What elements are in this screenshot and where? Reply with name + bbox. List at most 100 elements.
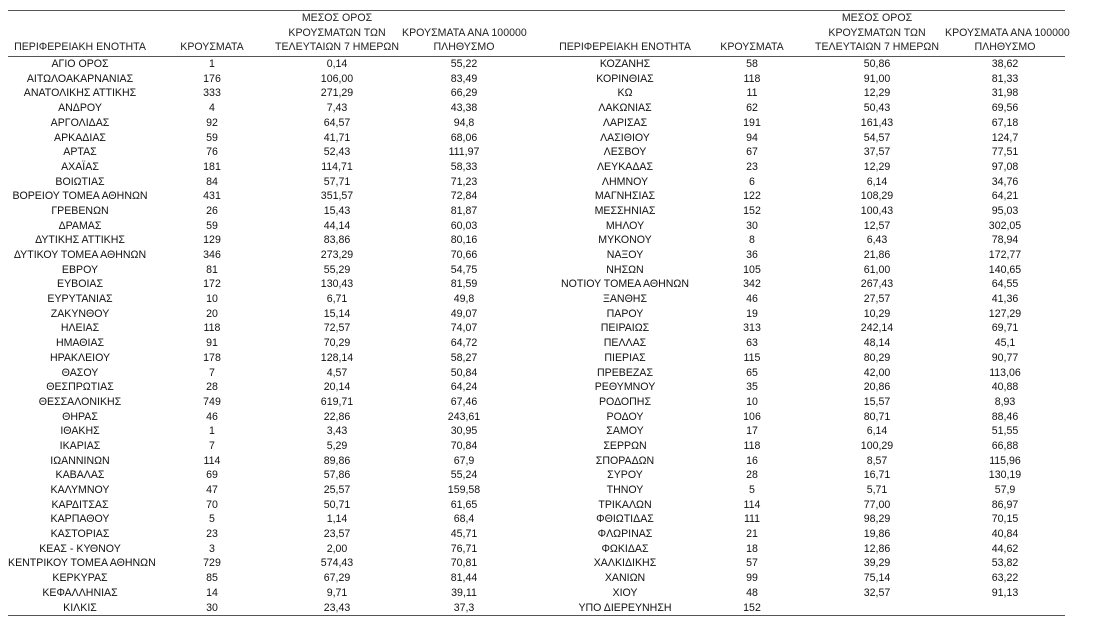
cases-cell: 99 — [746, 572, 758, 585]
region-cell: ΘΑΣΟΥ — [61, 366, 99, 379]
table-row: ΑΓΙΟ ΟΡΟΣ 1 0,14 55,22 — [8, 57, 560, 72]
table-row: ΣΕΡΡΩΝ 118 100,29 66,88 — [555, 439, 1065, 454]
cases-cell: 172 — [203, 278, 221, 291]
avg-7day-cell: 3,43 — [326, 425, 348, 438]
per-100k-cell — [945, 601, 1065, 616]
per-100k-cell: 49,07 — [450, 307, 478, 320]
region-cell: ΘΕΣΣΑΛΟΝΙΚΗΣ — [38, 395, 122, 408]
per-100k-cell: 159,58 — [447, 484, 481, 497]
region-cell: ΑΙΤΩΛΟΑΚΑΡΝΑΝΙΑΣ — [26, 72, 134, 85]
cases-cell: 59 — [206, 131, 218, 144]
region-cell: ΤΗΝΟΥ — [606, 484, 644, 497]
cases-cell: 84 — [206, 175, 218, 188]
header-region: ΠΕΡΙΦΕΡΕΙΑΚΗ ΕΝΟΤΗΤΑ — [559, 41, 691, 54]
avg-7day-cell: 61,00 — [863, 263, 891, 276]
cases-cell: 111 — [743, 513, 761, 526]
cases-cell: 62 — [746, 102, 758, 115]
table-row: ΡΟΔΟΥ 106 80,71 88,46 — [555, 410, 1065, 425]
table-row: ΧΑΛΚΙΔΙΚΗΣ 57 39,29 53,82 — [555, 556, 1065, 571]
header-per-line2: ΠΛΗΘΥΣΜΟ — [974, 41, 1036, 54]
region-cell: ΖΑΚΥΝΘΟΥ — [50, 307, 110, 320]
per-100k-cell: 91,13 — [991, 586, 1019, 599]
region-cell: ΜΑΓΝΗΣΙΑΣ — [594, 190, 656, 203]
cases-cell: 23 — [746, 160, 758, 173]
cases-cell: 118 — [743, 72, 761, 85]
avg-7day-cell: 20,86 — [863, 381, 891, 394]
avg-7day-cell: 7,43 — [326, 102, 348, 115]
table-row: ΒΟΡΕΙΟΥ ΤΟΜΕΑ ΑΘΗΝΩΝ 431 351,57 72,84 — [8, 189, 560, 204]
region-cell: ΜΥΚΟΝΟΥ — [598, 234, 652, 247]
region-cell: ΛΑΣΙΘΙΟΥ — [600, 131, 650, 144]
region-cell: ΕΥΡΥΤΑΝΙΑΣ — [47, 293, 113, 306]
table-row: ΦΘΙΩΤΙΔΑΣ 111 98,29 70,15 — [555, 512, 1065, 527]
avg-7day-cell: 50,86 — [863, 58, 891, 71]
cases-cell: 333 — [203, 87, 221, 100]
per-100k-cell: 49,8 — [453, 293, 475, 306]
per-100k-cell: 58,27 — [450, 351, 478, 364]
avg-7day-cell: 23,57 — [323, 528, 351, 541]
avg-7day-cell: 48,14 — [863, 337, 891, 350]
cases-cell: 1 — [209, 58, 215, 71]
avg-7day-cell: 15,14 — [323, 307, 351, 320]
per-100k-cell: 70,81 — [450, 557, 478, 570]
header-per-line1: ΚΡΟΥΣΜΑΤΑ ΑΝΑ 100000 — [402, 26, 527, 39]
cases-cell: 65 — [746, 366, 758, 379]
cases-cell: 7 — [209, 439, 215, 452]
region-cell: ΠΕΙΡΑΙΩΣ — [600, 322, 650, 335]
cases-cell: 346 — [203, 249, 221, 262]
avg-7day-cell: 50,43 — [863, 102, 891, 115]
per-100k-cell: 63,22 — [991, 572, 1019, 585]
region-cell: ΛΑΚΩΝΙΑΣ — [598, 102, 652, 115]
cases-cell: 10 — [206, 293, 218, 306]
cases-cell: 176 — [203, 72, 221, 85]
avg-7day-cell — [809, 601, 945, 616]
cases-cell: 191 — [743, 116, 761, 129]
per-100k-cell: 74,07 — [450, 322, 478, 335]
table-row: ΜΗΛΟΥ 30 12,57 302,05 — [555, 219, 1065, 234]
table-row: ΠΙΕΡΙΑΣ 115 80,29 90,77 — [555, 351, 1065, 366]
avg-7day-cell: 273,29 — [320, 249, 354, 262]
region-cell: ΠΕΛΛΑΣ — [603, 337, 647, 350]
per-100k-cell: 94,8 — [453, 116, 475, 129]
cases-cell: 30 — [746, 219, 758, 232]
table-row: ΚΕΝΤΡΙΚΟΥ ΤΟΜΕΑ ΑΘΗΝΩΝ 729 574,43 70,81 — [8, 556, 560, 571]
avg-7day-cell: 91,00 — [863, 72, 891, 85]
cases-cell: 14 — [206, 586, 218, 599]
region-cell: ΝΗΣΩΝ — [606, 263, 644, 276]
cases-cell: 129 — [203, 234, 221, 247]
region-cell: ΚΕΡΚΥΡΑΣ — [52, 572, 108, 585]
table-row: ΕΥΒΟΙΑΣ 172 130,43 81,59 — [8, 277, 560, 292]
per-100k-cell: 130,19 — [988, 469, 1022, 482]
table-row: ΑΧΑΪΑΣ 181 114,71 58,33 — [8, 160, 560, 175]
avg-7day-cell: 271,29 — [320, 87, 354, 100]
per-100k-cell: 88,46 — [991, 410, 1019, 423]
avg-7day-cell: 574,43 — [320, 557, 354, 570]
avg-7day-cell: 37,57 — [863, 146, 891, 159]
region-cell: ΗΡΑΚΛΕΙΟΥ — [49, 351, 111, 364]
avg-7day-cell: 6,14 — [866, 175, 888, 188]
table-row: ΔΡΑΜΑΣ 59 44,14 60,03 — [8, 219, 560, 234]
avg-7day-cell: 77,00 — [863, 498, 891, 511]
cases-cell: 91 — [206, 337, 218, 350]
per-100k-cell: 111,97 — [448, 146, 480, 159]
avg-7day-cell: 15,57 — [863, 395, 891, 408]
region-cell: ΜΗΛΟΥ — [605, 219, 645, 232]
region-cell: ΡΕΘΥΜΝΟΥ — [594, 381, 656, 394]
per-100k-cell: 30,95 — [450, 425, 478, 438]
per-100k-cell: 243,61 — [447, 410, 481, 423]
cases-cell: 6 — [749, 175, 755, 188]
region-cell: ΚΕΑΣ - ΚΥΘΝΟΥ — [39, 542, 121, 555]
cases-cell: 114 — [203, 454, 221, 467]
per-100k-cell: 97,08 — [991, 160, 1019, 173]
avg-7day-cell: 52,43 — [323, 146, 351, 159]
per-100k-cell: 70,84 — [450, 439, 478, 452]
region-cell: ΒΟΙΩΤΙΑΣ — [55, 175, 105, 188]
table-row: ΣΑΜΟΥ 17 6,14 51,55 — [555, 424, 1065, 439]
per-100k-cell: 57,9 — [994, 484, 1016, 497]
avg-7day-cell: 9,71 — [326, 586, 348, 599]
table-row: ΠΕΛΛΑΣ 63 48,14 45,1 — [555, 336, 1065, 351]
region-cell: ΣΕΡΡΩΝ — [603, 439, 647, 452]
table-row: ΚΕΡΚΥΡΑΣ 85 67,29 81,44 — [8, 571, 560, 586]
region-cell: ΕΥΒΟΙΑΣ — [57, 278, 103, 291]
region-cell: ΙΩΑΝΝΙΝΩΝ — [50, 454, 110, 467]
